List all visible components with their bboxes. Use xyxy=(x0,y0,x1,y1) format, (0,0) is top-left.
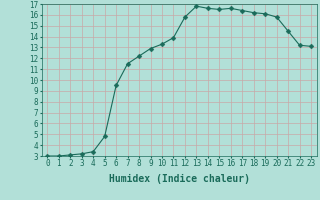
X-axis label: Humidex (Indice chaleur): Humidex (Indice chaleur) xyxy=(109,174,250,184)
